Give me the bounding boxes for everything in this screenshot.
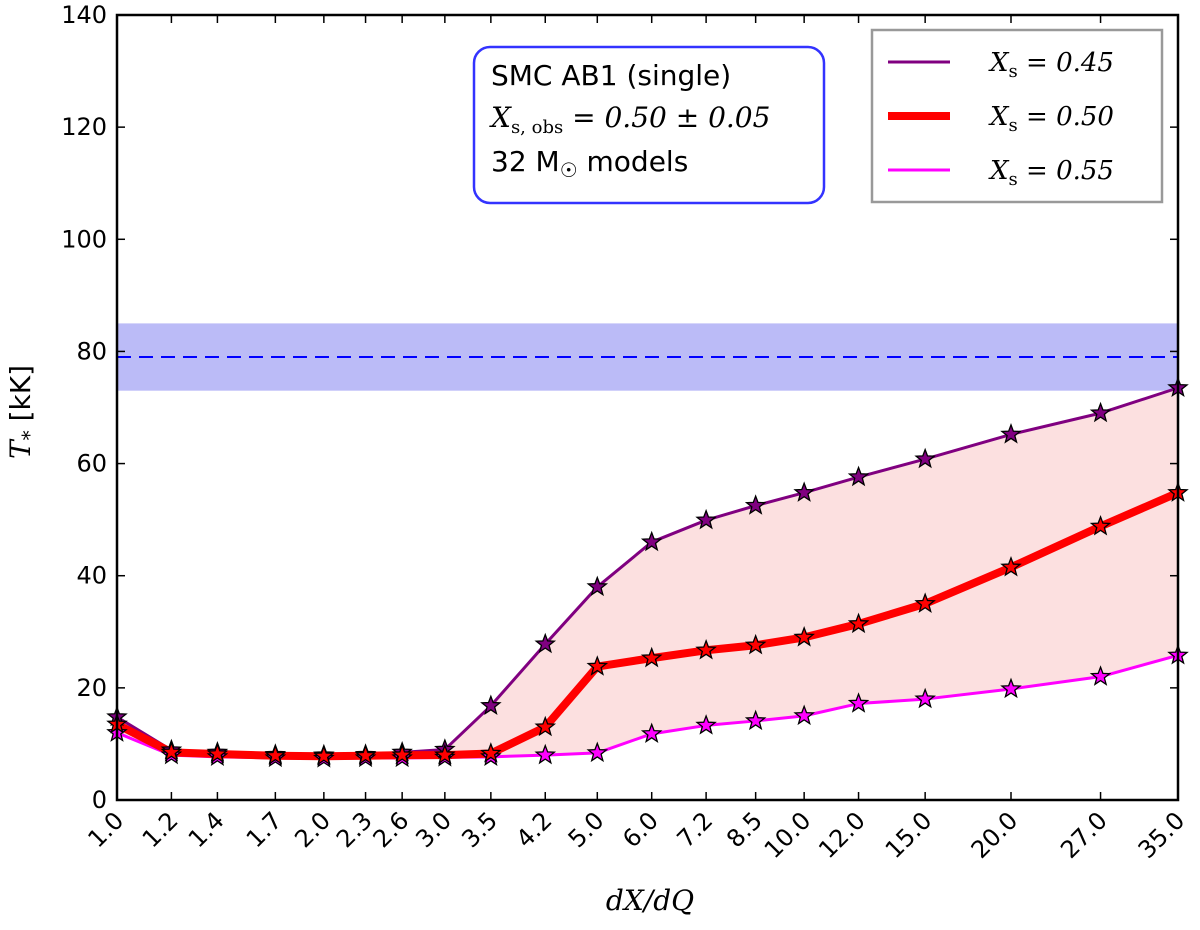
y-axis-label: T* [kK] xyxy=(4,365,41,459)
data-point xyxy=(640,530,663,552)
y-tick-label: 20 xyxy=(76,674,107,702)
x-tick-label: 1.7 xyxy=(241,806,288,853)
data-point xyxy=(160,740,183,762)
data-point xyxy=(847,465,870,487)
data-point xyxy=(744,633,767,655)
data-point xyxy=(534,743,557,765)
info-box-frame xyxy=(472,45,826,205)
shaded-region-fill xyxy=(117,387,1178,759)
x-axis-label: dX/dQ xyxy=(606,884,694,917)
y-tick-label: 80 xyxy=(76,337,107,365)
data-point xyxy=(1089,665,1112,686)
data-point xyxy=(847,692,870,713)
x-tick-label: 20.0 xyxy=(966,806,1024,864)
data-point xyxy=(847,612,870,634)
data-point xyxy=(695,508,717,530)
data-point xyxy=(480,694,502,715)
data-point xyxy=(434,743,456,765)
axes-frame xyxy=(115,13,1180,802)
y-tick-label: 100 xyxy=(61,225,107,253)
data-point xyxy=(1000,423,1022,444)
x-tick-label: 2.6 xyxy=(368,806,415,853)
x-tick-label: 5.0 xyxy=(563,806,610,853)
x-tick-label: 12.0 xyxy=(813,806,871,864)
data-point xyxy=(206,742,229,764)
data-point xyxy=(354,744,377,765)
data-point xyxy=(793,704,815,726)
data-point xyxy=(586,741,609,763)
x-tick-label: 6.0 xyxy=(617,806,664,853)
data-point xyxy=(1000,677,1022,699)
data-point xyxy=(914,687,936,709)
data-point xyxy=(640,722,663,744)
y-tick-label: 0 xyxy=(92,786,107,814)
data-point xyxy=(793,626,815,647)
data-point xyxy=(313,744,335,766)
data-point xyxy=(640,646,663,668)
data-point xyxy=(695,714,717,735)
data-point xyxy=(1089,401,1112,423)
x-tick-label: 1.0 xyxy=(82,806,129,853)
legend: Xs = 0.45 Xs = 0.50 Xs = 0.55 xyxy=(870,28,1164,204)
data-point xyxy=(534,715,557,737)
x-tick-label: 7.2 xyxy=(672,806,719,853)
x-tick-label: 15.0 xyxy=(880,806,938,864)
x-tick-label: 27.0 xyxy=(1055,806,1113,864)
info-box: SMC AB1 (single) Xs, obs = 0.50 ± 0.05 3… xyxy=(472,45,826,205)
legend-label-055: Xs = 0.55 xyxy=(988,156,1114,190)
data-point xyxy=(391,743,413,765)
data-point xyxy=(586,655,609,676)
x-tick-label: 1.4 xyxy=(183,806,230,853)
observed-band xyxy=(117,323,1178,391)
axes xyxy=(115,13,1180,802)
legend-label-050: Xs = 0.50 xyxy=(988,102,1114,136)
info-box-models: 32 M☉ models xyxy=(491,145,688,182)
x-tick-label: 3.0 xyxy=(410,806,457,853)
x-tick-label: 1.2 xyxy=(137,806,184,853)
legend-label-045: Xs = 0.45 xyxy=(988,48,1114,82)
data-point xyxy=(914,447,936,469)
data-point xyxy=(695,638,717,660)
data-point xyxy=(1000,555,1022,577)
y-axis-label-sub: * xyxy=(17,430,41,440)
data-point xyxy=(793,481,815,502)
y-tick-label: 120 xyxy=(61,113,107,141)
data-point xyxy=(744,494,767,515)
y-tick-label: 60 xyxy=(76,450,107,478)
data-point xyxy=(1089,515,1112,536)
x-tick-label: 4.2 xyxy=(511,806,558,853)
data-point xyxy=(264,744,287,765)
shaded-region xyxy=(117,387,1178,759)
data-point xyxy=(480,742,502,763)
data-point xyxy=(744,709,767,731)
data-point xyxy=(586,575,609,597)
y-tick-label: 40 xyxy=(76,562,107,590)
data-point xyxy=(534,632,557,654)
data-point xyxy=(914,592,936,613)
x-tick-label: 10.0 xyxy=(759,806,817,864)
x-tick-label: 35.0 xyxy=(1133,806,1191,864)
x-tick-label: 2.0 xyxy=(289,806,336,853)
y-axis-label-unit: [kK] xyxy=(4,365,37,430)
x-tick-label: 3.5 xyxy=(456,806,503,853)
y-axis-label-symbol: T xyxy=(4,438,37,459)
y-tick-label: 140 xyxy=(61,1,107,29)
info-box-title: SMC AB1 (single) xyxy=(491,59,731,92)
